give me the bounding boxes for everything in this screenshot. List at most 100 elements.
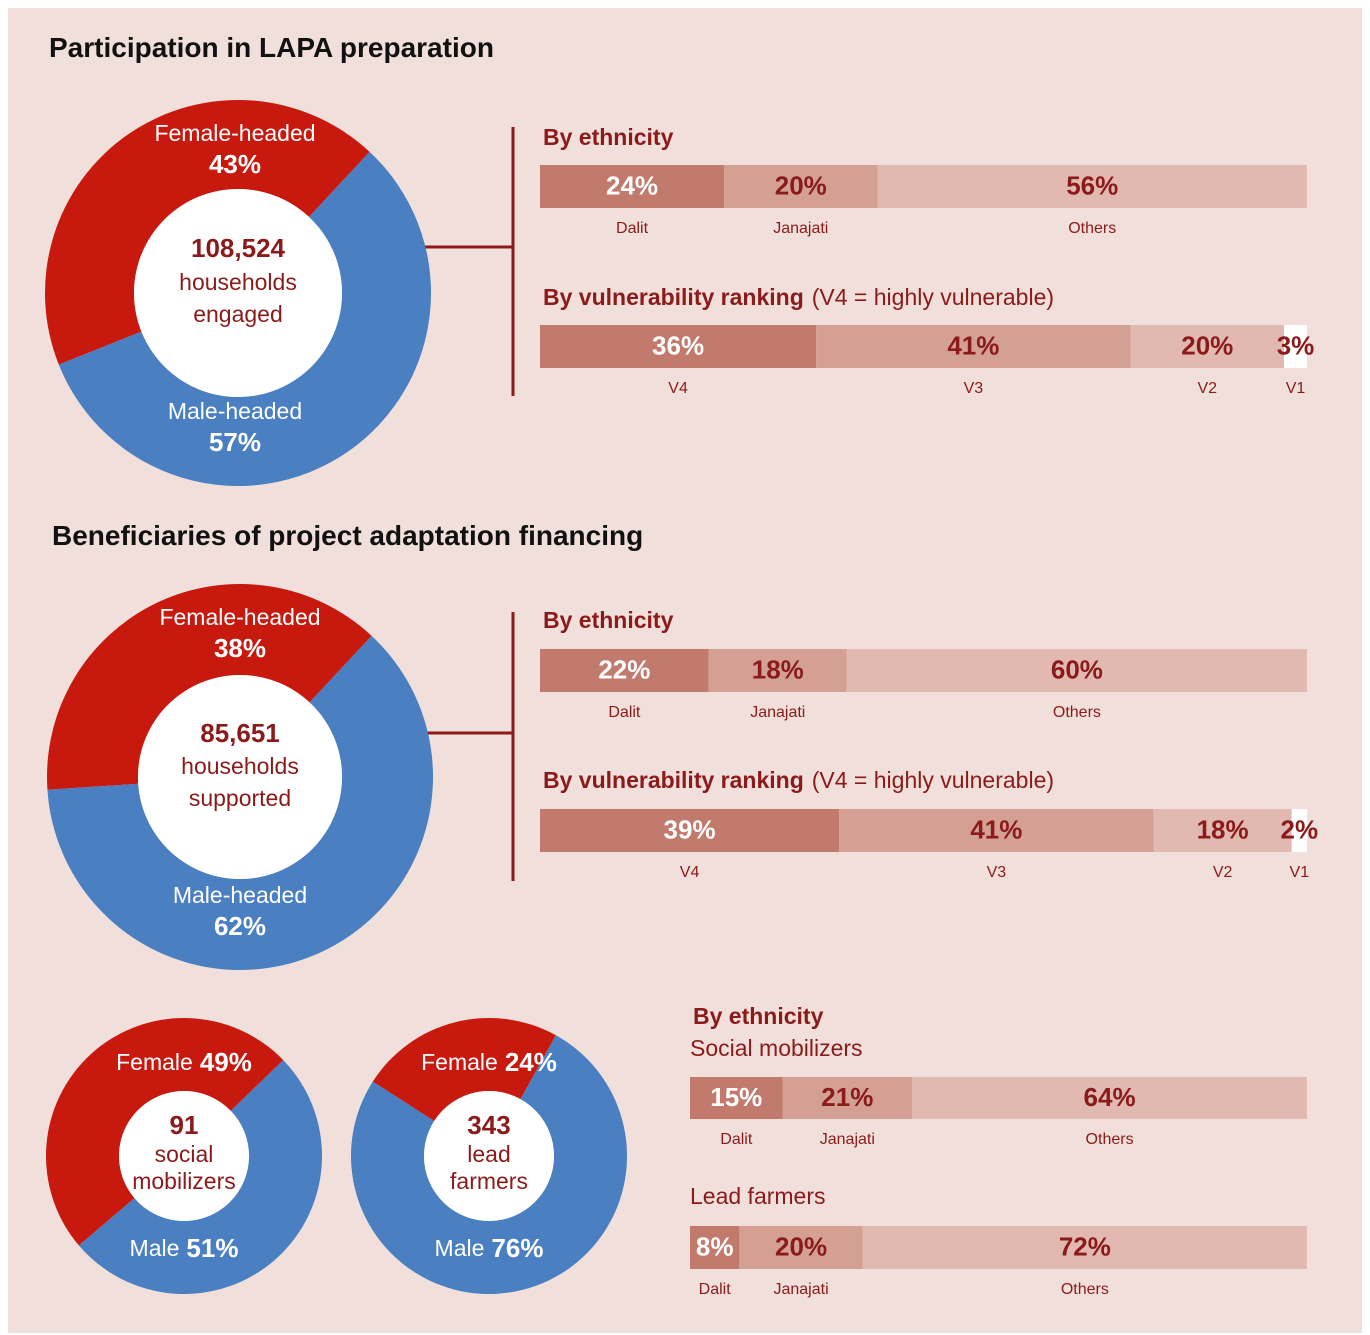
segment-category: V3 [964,380,984,397]
segment-category: V1 [1290,864,1310,881]
bar-segment [877,165,1307,208]
segment-value: 8% [696,1231,734,1261]
segment-category: V1 [1286,380,1306,397]
donut-slice [45,100,370,365]
bar-title: By vulnerability ranking (V4 = highly vul… [543,284,1054,310]
segment-category: Janajati [820,1131,875,1148]
bar-title-text: By vulnerability ranking [543,767,804,793]
segment-value: 20% [775,1231,827,1261]
center-text: engaged [193,301,283,327]
segment-value: 21% [821,1082,873,1112]
segment-value: 18% [752,654,804,684]
donut-slice [47,584,372,790]
slice-value: 51% [186,1233,238,1263]
segment-category: Dalit [699,1281,732,1298]
slice-value: 49% [200,1047,252,1077]
segment-category: V2 [1213,864,1233,881]
segment-category: Others [1061,1281,1109,1298]
segment-value: 64% [1084,1082,1136,1112]
center-value: 108,524 [191,233,286,263]
bar-segment [739,1226,863,1269]
center-text: households [179,269,297,295]
segment-value: 20% [1181,330,1233,360]
donut-slice [45,1017,284,1246]
bar-segment [816,325,1131,368]
slice-category: Male [435,1235,485,1261]
slice-category: Male-headed [173,882,307,908]
slice-category: Female [421,1049,498,1075]
bar-segment [540,165,725,208]
slice-label: Male 51% [130,1233,239,1263]
center-value: 91 [170,1110,199,1140]
segment-value: 72% [1059,1231,1111,1261]
segment-value: 60% [1051,654,1103,684]
slice-value: 24% [505,1047,557,1077]
segment-value: 36% [652,330,704,360]
center-text: supported [189,785,291,811]
segment-category: Dalit [720,1131,753,1148]
bar-segment [540,325,817,368]
segment-category: Others [1053,704,1101,721]
bar-title-text: By ethnicity [543,607,674,633]
segment-value: 2% [1281,814,1319,844]
bar-segment [1291,809,1307,852]
segment-value: 18% [1197,814,1249,844]
bar-segment [839,809,1154,852]
slice-label: Female 49% [116,1047,252,1077]
segment-value: 20% [775,170,827,200]
center-text: households [181,753,299,779]
segment-value: 24% [606,170,658,200]
segment-category: Others [1068,220,1116,237]
center-text: farmers [450,1168,528,1194]
segment-category: Dalit [616,220,649,237]
center-text: social [155,1141,214,1167]
section-title: Participation in LAPA preparation [49,32,494,63]
slice-value: 62% [214,911,266,941]
bar-segment [912,1077,1307,1119]
bar-subtitle: Lead farmers [690,1183,826,1209]
bar-segment [540,649,709,692]
segment-category: Janajati [750,704,805,721]
segment-category: V2 [1198,380,1218,397]
segment-category: Dalit [608,704,641,721]
bar-segment [1153,809,1292,852]
slice-category: Female [116,1049,193,1075]
bar-segment [724,165,878,208]
slice-category: Female-headed [159,604,320,630]
bar-segment [690,1077,783,1119]
segment-category: Others [1086,1131,1134,1148]
segment-value: 56% [1066,170,1118,200]
slice-value: 76% [491,1233,543,1263]
donut-slice [78,1060,322,1294]
segment-value: 39% [664,814,716,844]
bar-title: By ethnicity [543,124,674,150]
donut-slice [351,1035,628,1294]
donut-hole [134,189,342,397]
donut-hole [119,1091,249,1221]
segment-value: 41% [947,330,999,360]
slice-category: Female-headed [154,120,315,146]
segment-category: Janajati [773,220,828,237]
bar-segment [708,649,847,692]
bar-title-text: By ethnicity [693,1003,824,1029]
slice-label: Male 76% [435,1233,544,1263]
slice-category: Male [130,1235,180,1261]
slice-label: Female 24% [421,1047,557,1077]
slice-value: 57% [209,427,261,457]
bar-segment [782,1077,913,1119]
bar-subtitle: Social mobilizers [690,1035,863,1061]
bar-subtitle: (V4 = highly vulnerable) [812,284,1054,310]
segment-value: 41% [970,814,1022,844]
segment-value: 15% [710,1082,762,1112]
center-value: 85,651 [200,718,280,748]
bar-segment [1130,325,1284,368]
donut-hole [138,675,342,879]
bar-title: By vulnerability ranking (V4 = highly vul… [543,767,1054,793]
donut-hole [424,1091,554,1221]
bar-title: By ethnicity [543,607,674,633]
slice-category: Male-headed [168,398,302,424]
bar-title-text: By vulnerability ranking [543,284,804,310]
center-value: 343 [467,1110,510,1140]
bar-title-text: By ethnicity [543,124,674,150]
